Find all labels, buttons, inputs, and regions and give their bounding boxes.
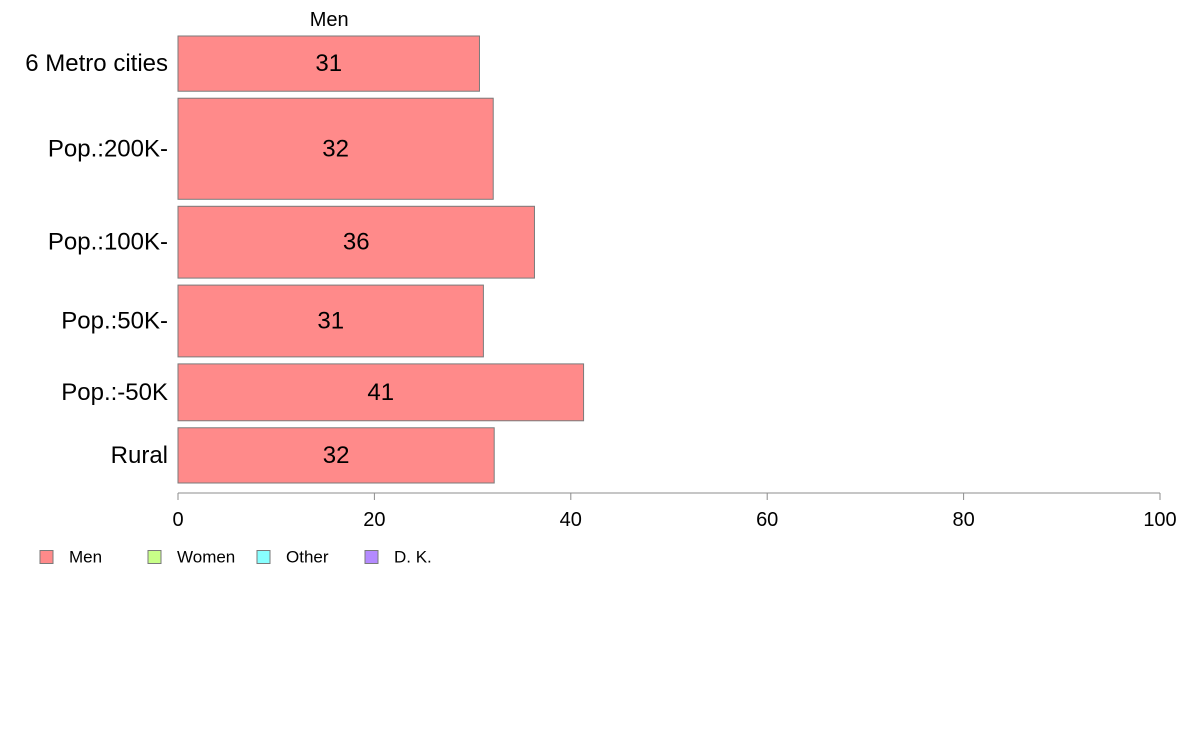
x-tick-label: 80 xyxy=(952,509,974,531)
bar-value-label: 31 xyxy=(317,307,344,334)
bar-value-label: 41 xyxy=(367,379,394,406)
legend-label: D. K. xyxy=(394,548,432,567)
bar xyxy=(177,35,480,92)
series-header: Men xyxy=(310,9,349,31)
legend-swatch xyxy=(147,550,162,564)
category-labels: 6 Metro cities Pop.:200K- Pop.:100K- Pop.:5… xyxy=(25,50,168,469)
legend-swatch xyxy=(364,550,379,564)
bar-value-label: 32 xyxy=(322,135,349,162)
category-label: Pop.:200K- xyxy=(48,135,168,162)
category-label: Rural xyxy=(111,442,168,469)
bar xyxy=(177,97,494,200)
legend-label: Women xyxy=(177,548,235,567)
x-tick-label: 20 xyxy=(363,509,385,531)
x-tick-label: 100 xyxy=(1143,509,1176,531)
bar-value-labels: 31 32 36 31 41 32 xyxy=(315,50,394,469)
x-tick-label: 40 xyxy=(560,509,582,531)
x-axis: 0 20 40 60 80 100 xyxy=(172,492,1177,531)
x-tick-label: 0 xyxy=(172,509,183,531)
category-label: 6 Metro cities xyxy=(25,50,168,77)
bar xyxy=(177,284,484,358)
legend: Men Women Other D. K. xyxy=(39,548,432,567)
bar xyxy=(177,427,495,484)
bars xyxy=(177,35,585,484)
category-label: Pop.:50K- xyxy=(61,307,168,334)
legend-swatch xyxy=(256,550,271,564)
bar-value-label: 36 xyxy=(343,229,370,256)
bar xyxy=(177,205,535,279)
legend-label: Other xyxy=(286,548,329,567)
category-label: Pop.:100K- xyxy=(48,229,168,256)
bar-value-label: 32 xyxy=(323,442,350,469)
category-label: Pop.:-50K xyxy=(61,379,168,406)
legend-swatch xyxy=(39,550,54,564)
bar xyxy=(177,363,585,422)
x-tick-label: 60 xyxy=(756,509,778,531)
legend-label: Men xyxy=(69,548,102,567)
bar-value-label: 31 xyxy=(315,50,342,77)
